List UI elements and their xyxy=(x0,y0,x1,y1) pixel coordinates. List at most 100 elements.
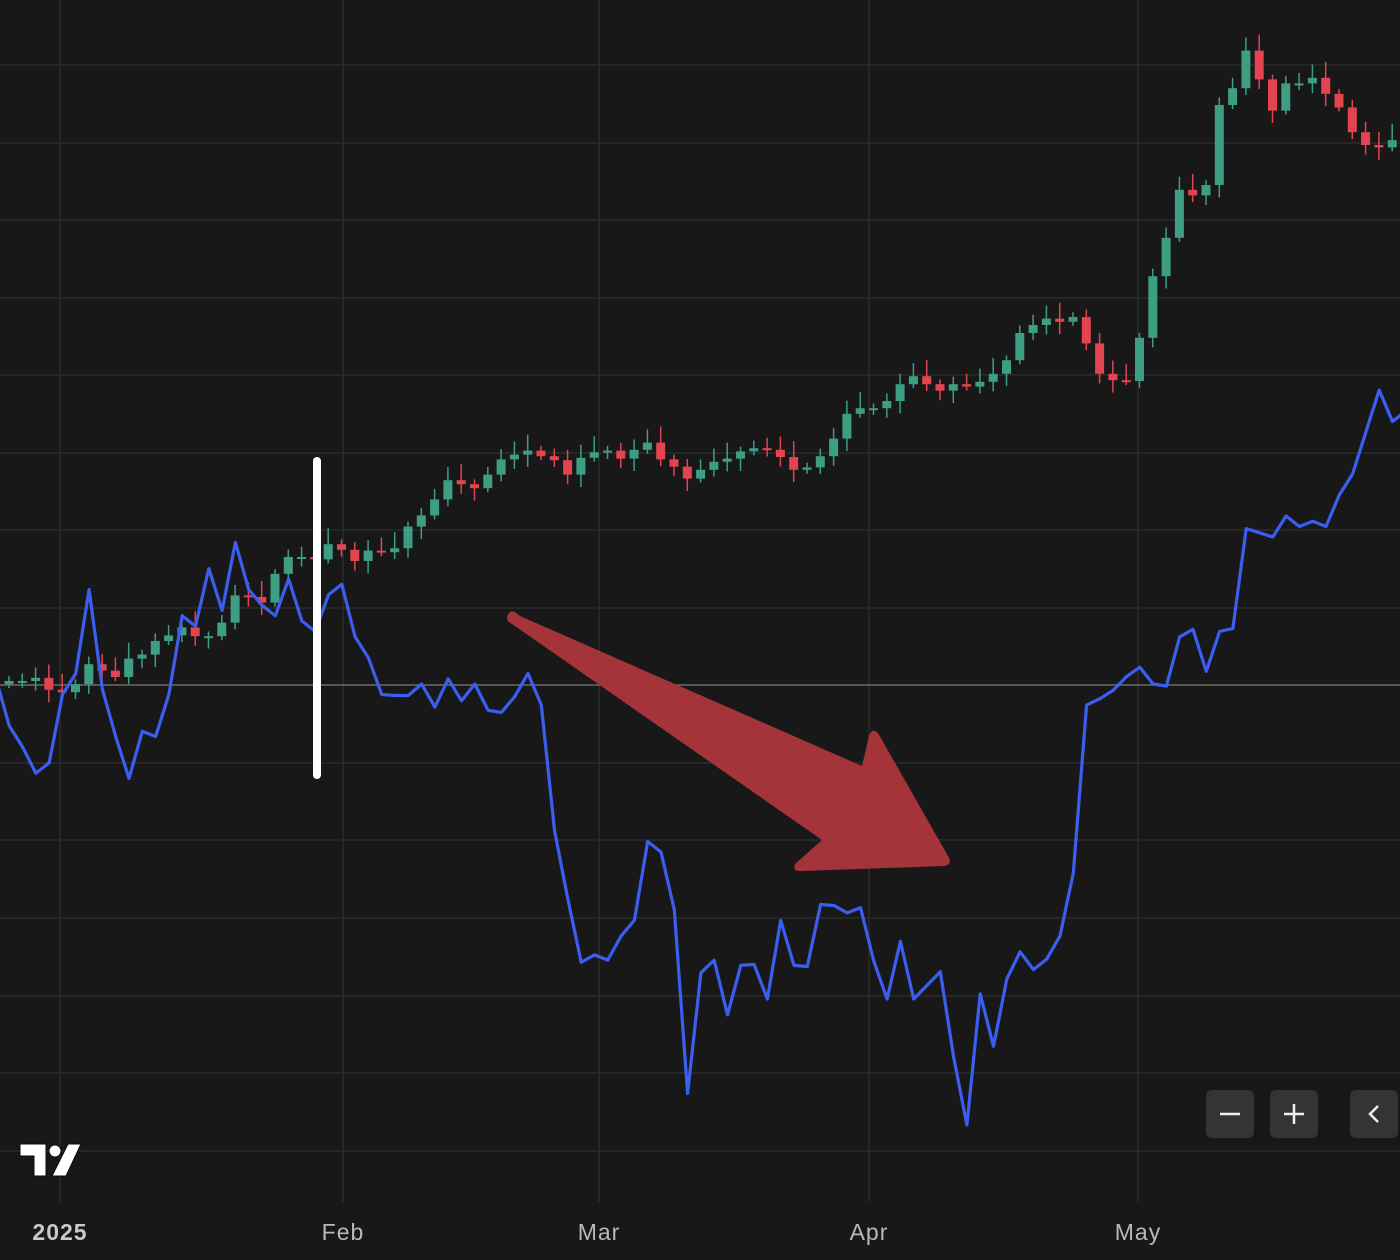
candle-body xyxy=(775,449,785,457)
chevron-left-icon xyxy=(1368,1105,1379,1123)
candle-body xyxy=(1254,50,1264,80)
candle-body xyxy=(363,550,373,561)
x-tick-label: Feb xyxy=(322,1219,365,1245)
candle-body xyxy=(975,381,985,387)
candle-body xyxy=(948,384,958,391)
candle-body xyxy=(1268,79,1277,111)
candle-body xyxy=(164,635,174,641)
candle-body xyxy=(57,689,67,693)
candle-body xyxy=(908,376,918,385)
candle-body xyxy=(270,573,280,603)
candle-body xyxy=(230,595,240,623)
candle-body xyxy=(1055,318,1065,322)
candle-body xyxy=(722,458,732,462)
candle-body xyxy=(257,597,267,603)
oscillator-line xyxy=(0,388,1400,1127)
candle-body xyxy=(749,448,759,452)
candle-body xyxy=(549,456,559,461)
candle-body xyxy=(988,373,998,382)
candle-body xyxy=(1068,317,1078,322)
zoom-in-button[interactable] xyxy=(1270,1090,1318,1138)
candle-body xyxy=(895,384,905,401)
candle-body xyxy=(323,544,333,560)
candle-body xyxy=(736,451,745,459)
candle-body xyxy=(496,459,506,475)
candle-body xyxy=(470,484,479,489)
x-axis: 2025 Feb Mar Apr May xyxy=(32,1219,1161,1245)
candle-body xyxy=(616,450,626,459)
candle-body xyxy=(1161,237,1171,277)
candle-body xyxy=(243,595,253,598)
candle-body xyxy=(1214,105,1224,185)
candle-body xyxy=(789,457,799,470)
candle-body xyxy=(536,450,546,457)
candle-body xyxy=(682,466,692,479)
candle-body xyxy=(1188,189,1198,196)
candle-body xyxy=(337,544,346,550)
candle-body xyxy=(1321,77,1331,94)
candle-body xyxy=(629,449,639,459)
candle-body xyxy=(603,450,612,453)
candle-body xyxy=(656,442,666,460)
candle-body xyxy=(283,557,293,574)
candle-body xyxy=(1135,337,1144,381)
candle-body xyxy=(922,376,932,385)
candle-body xyxy=(962,384,972,387)
candle-body xyxy=(84,664,94,685)
candle-body xyxy=(190,627,200,637)
candle-body xyxy=(1228,88,1238,105)
candle-body xyxy=(1002,360,1011,374)
candle-body xyxy=(1028,325,1038,333)
candle-body xyxy=(855,408,865,414)
candle-body xyxy=(124,658,134,677)
candle-body xyxy=(443,480,453,500)
candle-body xyxy=(177,627,187,636)
candle-body xyxy=(416,515,426,527)
candle-body xyxy=(563,460,573,475)
x-tick-label: Mar xyxy=(578,1219,621,1245)
candle-body xyxy=(137,654,147,659)
candle-body xyxy=(17,681,27,683)
candle-body xyxy=(882,401,892,409)
candle-body xyxy=(1361,132,1371,145)
candle-body xyxy=(509,454,519,460)
candle-body xyxy=(1294,83,1304,86)
candle-body xyxy=(1387,140,1397,148)
candle-body xyxy=(829,438,839,457)
candle-body xyxy=(31,677,41,681)
candle-body xyxy=(762,448,772,451)
candle-body xyxy=(110,670,120,677)
candle-body xyxy=(802,467,812,470)
candle-body xyxy=(842,413,852,439)
tradingview-logo xyxy=(19,1143,82,1177)
down-arrow-annotation xyxy=(506,611,950,872)
candle-body xyxy=(1095,343,1105,374)
candle-body xyxy=(71,684,80,693)
candle-body xyxy=(430,499,440,516)
candle-body xyxy=(815,456,825,468)
candle-body xyxy=(589,452,599,458)
candle-body xyxy=(1307,77,1317,84)
candle-body xyxy=(576,457,586,475)
candle-body xyxy=(709,461,719,470)
x-tick-label: May xyxy=(1115,1219,1161,1245)
candle-body xyxy=(1281,83,1291,111)
candlestick-series xyxy=(4,34,1397,703)
candle-body xyxy=(1347,107,1357,133)
minus-icon xyxy=(1220,1112,1240,1116)
candle-body xyxy=(1334,93,1344,108)
candle-body xyxy=(1201,185,1211,196)
vertical-marker xyxy=(313,457,321,779)
zoom-out-button[interactable] xyxy=(1206,1090,1254,1138)
candle-body xyxy=(150,641,160,655)
scroll-left-button[interactable] xyxy=(1350,1090,1398,1138)
candle-body xyxy=(350,549,360,561)
candle-body xyxy=(1081,317,1091,344)
candle-body xyxy=(523,450,533,455)
candle-body xyxy=(642,442,652,450)
plus-icon xyxy=(1284,1104,1304,1124)
candle-body xyxy=(669,459,679,467)
candle-body xyxy=(935,384,945,391)
candle-body xyxy=(696,469,706,479)
